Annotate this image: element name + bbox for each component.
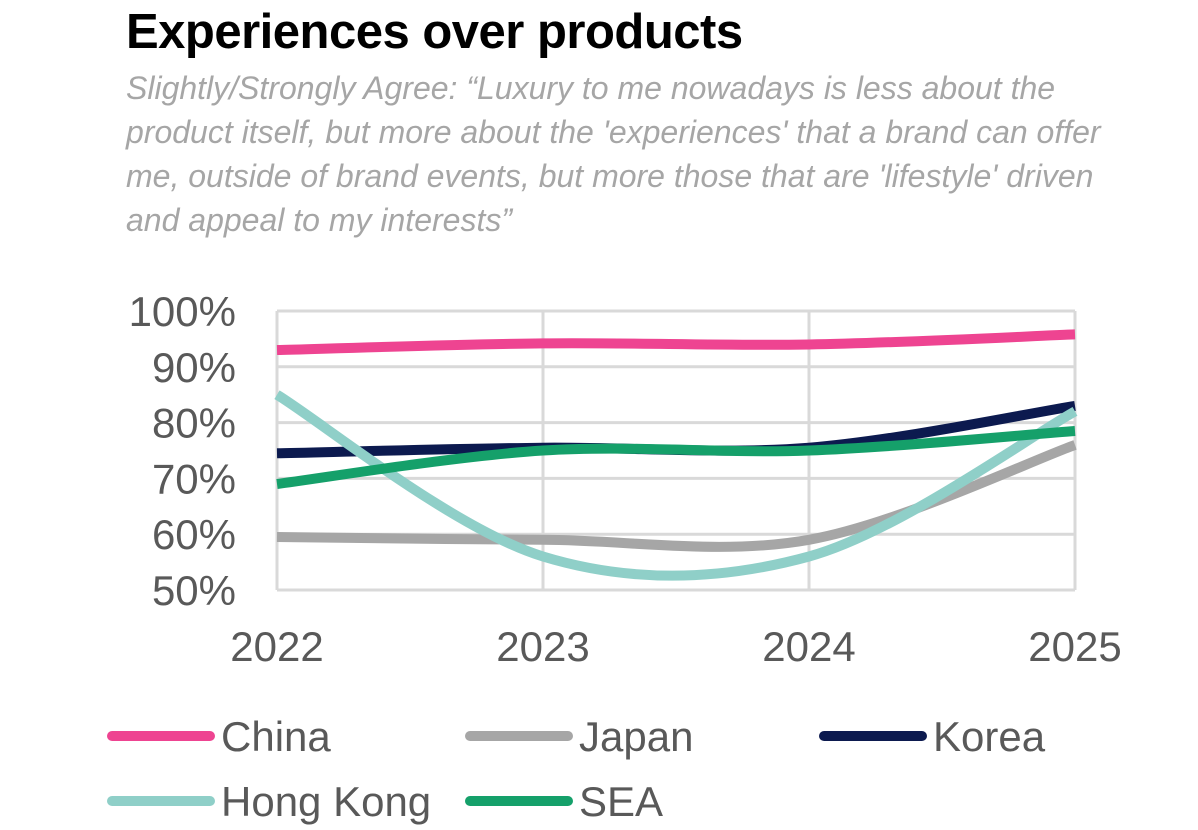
y-tick-label: 90% (152, 344, 236, 391)
y-tick-label: 70% (152, 455, 236, 502)
legend-label-china: China (221, 713, 331, 760)
y-tick-label: 80% (152, 400, 236, 447)
chart-subtitle: Slightly/Strongly Agree: “Luxury to me n… (126, 70, 1101, 238)
series-line-japan (276, 440, 1077, 552)
y-tick-label: 60% (152, 511, 236, 558)
series-line-sea (276, 426, 1076, 489)
chart-legend: China Japan Korea Hong Kong SEA (107, 713, 1046, 825)
y-tick-label: 50% (152, 567, 236, 614)
x-tick-label: 2025 (1028, 623, 1121, 670)
legend-label-sea: SEA (579, 778, 663, 825)
legend-label-hong-kong: Hong Kong (221, 778, 431, 825)
x-tick-label: 2024 (762, 623, 855, 670)
legend-label-japan: Japan (579, 713, 693, 760)
series-line-china (276, 329, 1076, 356)
x-axis-tick-labels: 2022 2023 2024 2025 (230, 623, 1121, 670)
chart-title: Experiences over products (126, 5, 743, 59)
y-axis-tick-labels: 100% 90% 80% 70% 60% 50% (129, 288, 236, 614)
x-tick-label: 2022 (230, 623, 323, 670)
legend-label-korea: Korea (933, 713, 1046, 760)
y-tick-label: 100% (129, 288, 236, 335)
series-lines (274, 329, 1078, 581)
series-line-hong-kong (274, 390, 1078, 581)
x-tick-label: 2023 (496, 623, 589, 670)
